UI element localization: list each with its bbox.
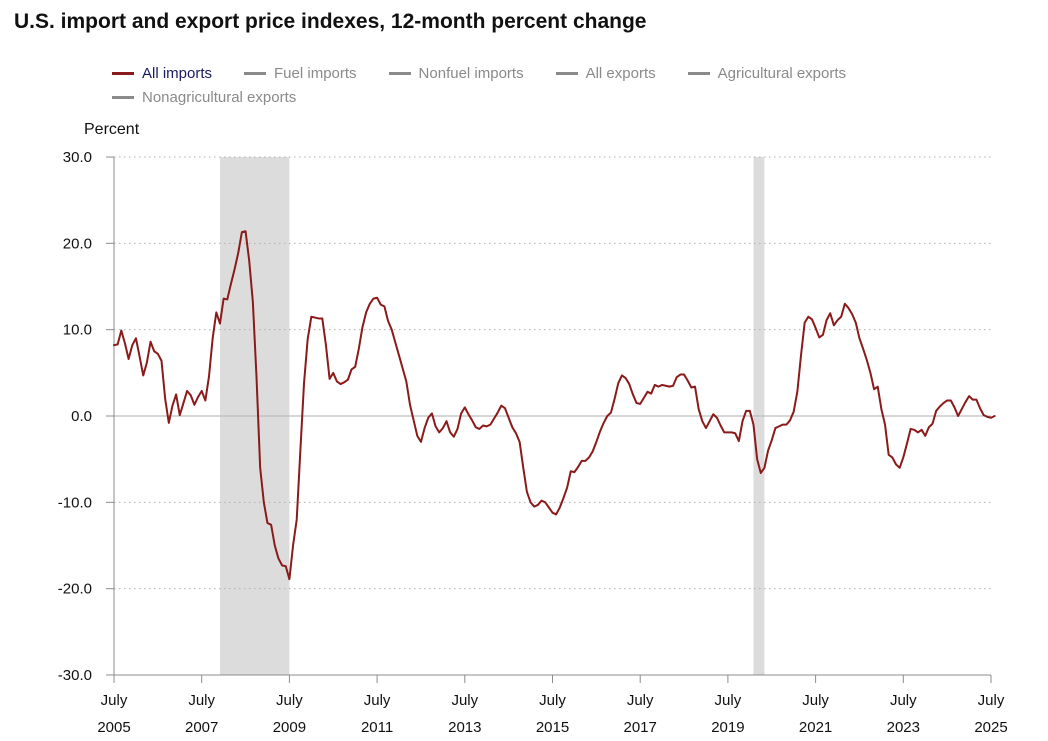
legend-label: Fuel imports — [274, 64, 357, 82]
y-tick-label: -10.0 — [58, 494, 92, 511]
legend-item-agricultural-exports[interactable]: Agricultural exports — [687, 62, 847, 84]
y-tick-label: -30.0 — [58, 667, 92, 684]
legend-swatch — [112, 71, 134, 75]
y-tick-label: 10.0 — [63, 322, 92, 339]
legend-item-nonfuel-imports[interactable]: Nonfuel imports — [388, 62, 524, 84]
legend-swatch — [112, 95, 134, 99]
series-line-all-imports — [113, 230, 996, 581]
x-tick-label-year: 2017 — [624, 719, 657, 736]
series-layer — [113, 230, 996, 581]
legend-swatch — [555, 71, 578, 75]
legend: All imports Fuel imports Nonfuel imports… — [112, 62, 972, 108]
x-tick-label-year: 2025 — [974, 719, 1007, 736]
y-tick-labels: 30.0 20.0 10.0 0.0 -10.0 -20.0 -30.0 — [58, 149, 92, 684]
x-tick-label-year: 2011 — [361, 719, 393, 736]
legend-swatch — [388, 71, 411, 75]
legend-label: Agricultural exports — [717, 64, 847, 82]
y-axis-label: Percent — [84, 121, 140, 138]
x-tick-label-month: July — [364, 692, 391, 709]
x-tick-label-month: July — [978, 692, 1005, 709]
x-tick-label-month: July — [627, 692, 654, 709]
x-tick-label-month: July — [101, 692, 128, 709]
y-tick-label: -20.0 — [58, 581, 92, 598]
y-tick-label: 0.0 — [71, 408, 92, 425]
x-tick-label-year: 2023 — [887, 719, 920, 736]
x-tick-label-month: July — [802, 692, 829, 709]
x-tick-label-year: 2009 — [273, 719, 306, 736]
x-tick-label-year: 2021 — [799, 719, 832, 736]
y-tick-label: 30.0 — [63, 149, 92, 166]
x-tick-label-month: July — [890, 692, 917, 709]
x-tick-label-year: 2007 — [185, 719, 218, 736]
x-tick-labels: July 2005 July 2007 July 2009 July 2011 July 2013… — [97, 675, 1008, 736]
x-tick-label-year: 2015 — [536, 719, 569, 736]
legend-label: All exports — [585, 64, 656, 82]
legend-item-nonagricultural-exports[interactable]: Nonagricultural exports — [112, 86, 296, 108]
legend-label: All imports — [142, 64, 213, 82]
gridlines — [106, 156, 991, 676]
legend-label: Nonagricultural exports — [142, 88, 297, 106]
legend-item-all-exports[interactable]: All exports — [555, 62, 656, 84]
x-tick-label-month: July — [451, 692, 478, 709]
x-tick-label-year: 2005 — [97, 719, 130, 736]
legend-swatch — [244, 71, 267, 75]
x-tick-label-month: July — [715, 692, 742, 709]
x-tick-label-year: 2013 — [448, 719, 481, 736]
x-tick-label-month: July — [188, 692, 215, 709]
y-tick-label: 20.0 — [63, 235, 92, 252]
legend-item-all-imports[interactable]: All imports — [112, 62, 212, 84]
legend-item-fuel-imports[interactable]: Fuel imports — [244, 62, 357, 84]
legend-label: Nonfuel imports — [418, 64, 524, 82]
chart-title: U.S. import and export price indexes, 12… — [14, 10, 647, 33]
x-tick-label-month: July — [276, 692, 303, 709]
legend-swatch — [687, 71, 710, 75]
x-tick-label-month: July — [539, 692, 566, 709]
x-tick-label-year: 2019 — [711, 719, 744, 736]
